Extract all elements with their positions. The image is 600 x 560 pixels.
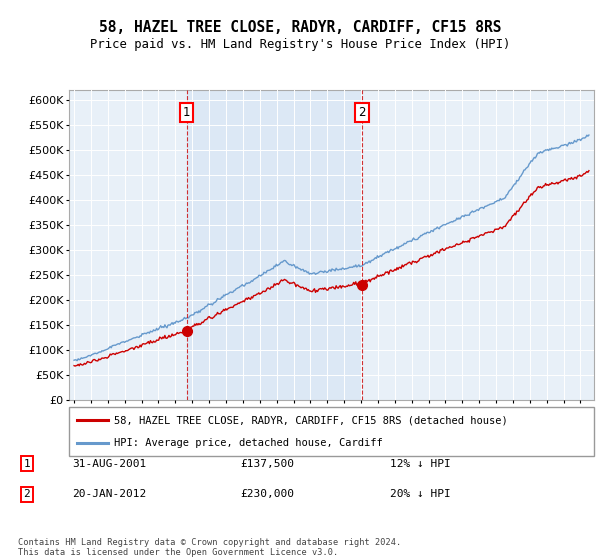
Text: 58, HAZEL TREE CLOSE, RADYR, CARDIFF, CF15 8RS (detached house): 58, HAZEL TREE CLOSE, RADYR, CARDIFF, CF… [113,416,508,426]
Text: 12% ↓ HPI: 12% ↓ HPI [390,459,451,469]
Text: 58, HAZEL TREE CLOSE, RADYR, CARDIFF, CF15 8RS: 58, HAZEL TREE CLOSE, RADYR, CARDIFF, CF… [99,20,501,35]
Text: 20% ↓ HPI: 20% ↓ HPI [390,489,451,500]
Text: Price paid vs. HM Land Registry's House Price Index (HPI): Price paid vs. HM Land Registry's House … [90,38,510,51]
Text: 20-JAN-2012: 20-JAN-2012 [72,489,146,500]
Bar [187,90,362,400]
Text: £137,500: £137,500 [240,459,294,469]
Text: 1: 1 [23,459,31,469]
Text: HPI: Average price, detached house, Cardiff: HPI: Average price, detached house, Card… [113,438,382,448]
Text: 2: 2 [23,489,31,500]
Text: 1: 1 [183,106,190,119]
FancyBboxPatch shape [69,407,594,456]
Text: Contains HM Land Registry data © Crown copyright and database right 2024.
This d: Contains HM Land Registry data © Crown c… [18,538,401,557]
Text: £230,000: £230,000 [240,489,294,500]
Text: 31-AUG-2001: 31-AUG-2001 [72,459,146,469]
Text: 2: 2 [358,106,366,119]
